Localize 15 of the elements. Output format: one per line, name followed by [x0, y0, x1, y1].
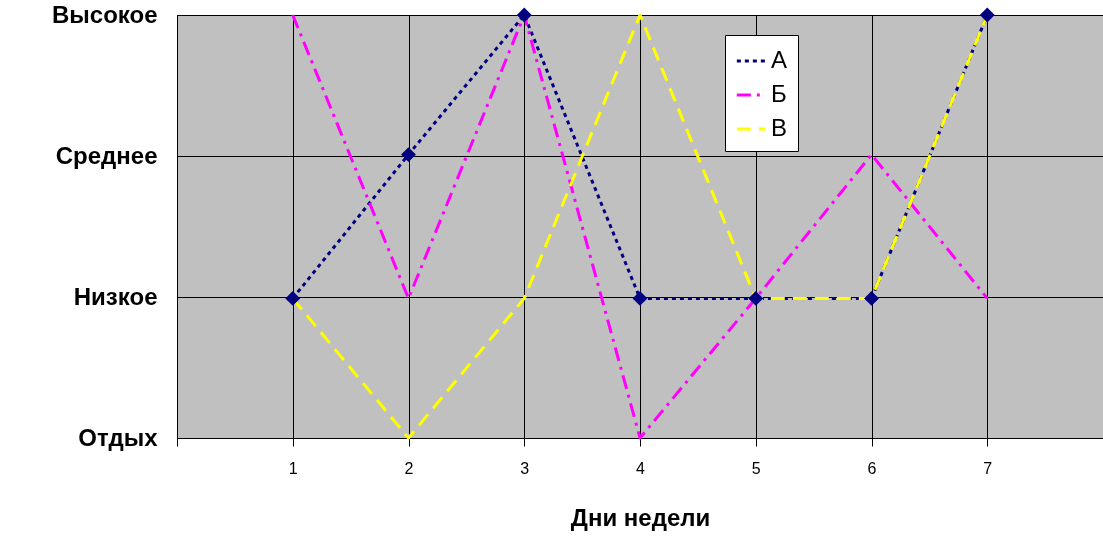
- x-axis-title: Дни недели: [570, 503, 711, 531]
- text: Низкое: [73, 282, 158, 310]
- x-tick-label: 2: [404, 459, 414, 477]
- x-tick-label: 4: [636, 459, 646, 477]
- legend-label: В: [771, 114, 788, 141]
- legend-label: Б: [771, 80, 787, 107]
- x-tick-label: 6: [867, 459, 877, 477]
- x-tick-label: 1: [288, 459, 298, 477]
- text: Отдых: [78, 423, 159, 451]
- x-tick-label: 3: [520, 459, 530, 477]
- text: Высокое: [51, 0, 158, 28]
- x-tick-label: 5: [751, 459, 761, 477]
- text: Среднее: [55, 141, 158, 169]
- legend-label: А: [771, 46, 788, 73]
- x-tick-label: 7: [983, 459, 993, 477]
